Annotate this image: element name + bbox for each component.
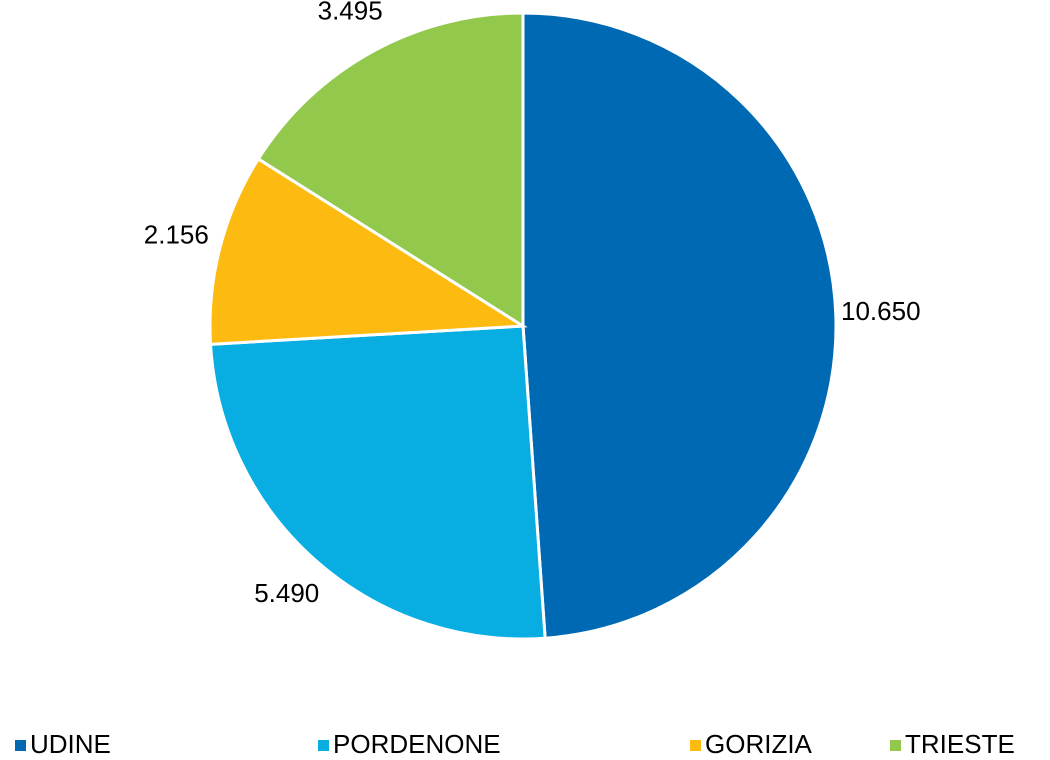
legend-label: GORIZIA bbox=[705, 729, 813, 759]
data-label: 2.156 bbox=[144, 220, 209, 250]
pie-slice bbox=[256, 11, 525, 329]
legend-swatch bbox=[690, 740, 701, 751]
data-label: 10.650 bbox=[841, 296, 921, 326]
pie-slice bbox=[208, 324, 547, 641]
pie-slice bbox=[208, 156, 528, 346]
legend-swatch bbox=[318, 740, 329, 751]
data-label: 3.495 bbox=[318, 0, 383, 25]
data-label: 5.490 bbox=[254, 578, 319, 608]
legend-label: PORDENONE bbox=[333, 729, 501, 759]
legend-swatch bbox=[15, 740, 26, 751]
legend-swatch bbox=[890, 740, 901, 751]
pie-slice bbox=[521, 11, 838, 640]
legend-label: TRIESTE bbox=[905, 729, 1015, 759]
legend-label: UDINE bbox=[30, 729, 111, 759]
